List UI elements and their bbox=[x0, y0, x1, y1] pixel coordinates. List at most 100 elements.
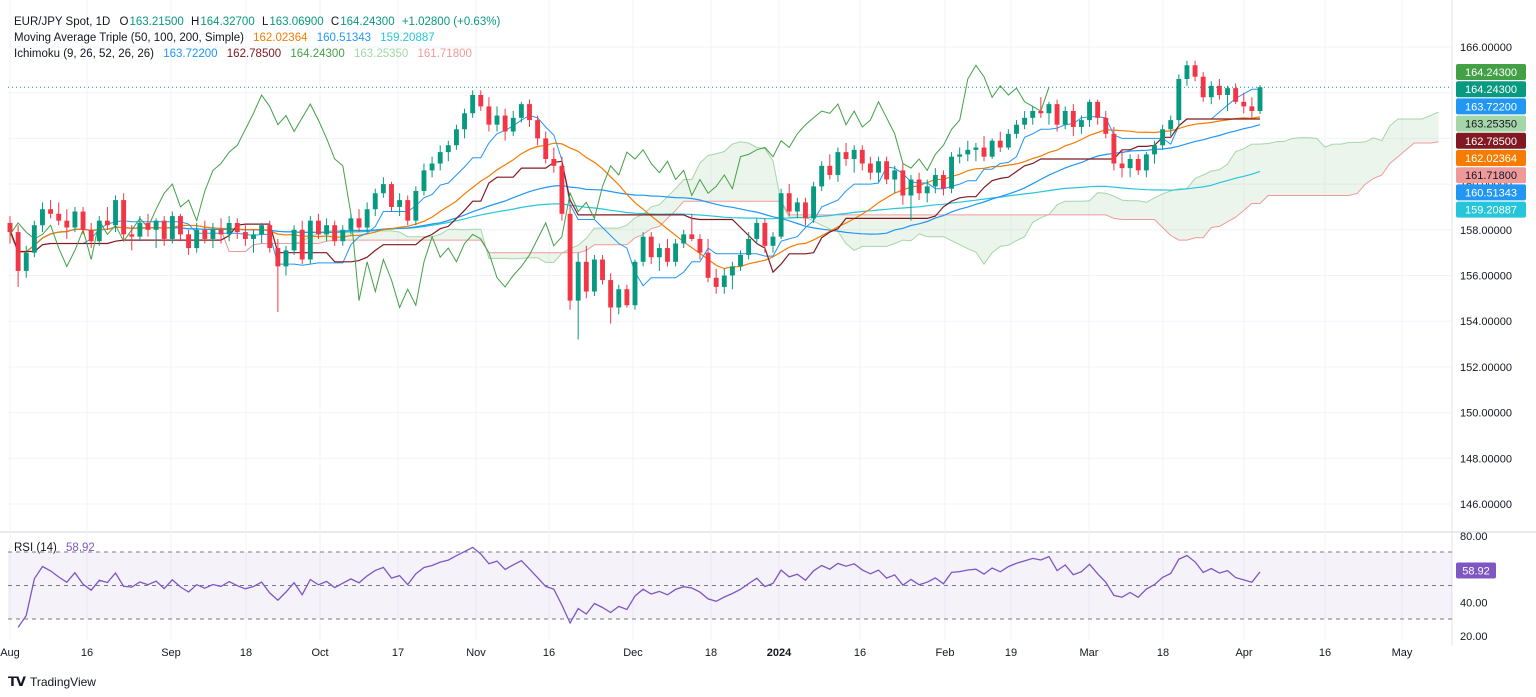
candle-body bbox=[892, 170, 898, 180]
symbol-label: EUR/JPY Spot, 1D bbox=[14, 16, 111, 28]
candle-body bbox=[827, 165, 833, 175]
low-value: 163.06900 bbox=[269, 16, 324, 28]
candle-body bbox=[251, 234, 256, 239]
price-badge-label: 159.20887 bbox=[1465, 205, 1517, 217]
candle-body bbox=[234, 222, 240, 233]
open-value: 163.21500 bbox=[129, 16, 184, 28]
candle-body bbox=[527, 104, 532, 121]
low-label: L bbox=[261, 16, 269, 28]
candle-body bbox=[64, 220, 70, 228]
candle-body bbox=[624, 289, 630, 306]
candle-body bbox=[161, 220, 167, 239]
x-tick-label: 2024 bbox=[767, 647, 792, 659]
candle-body bbox=[218, 229, 224, 235]
ma100-line bbox=[9, 124, 1261, 253]
ma50-line bbox=[9, 116, 1261, 270]
x-tick-label: Aug bbox=[0, 647, 20, 659]
candle-body bbox=[1160, 129, 1166, 146]
candle-body bbox=[413, 190, 419, 221]
candle-body bbox=[121, 200, 127, 235]
candle-body bbox=[1103, 117, 1109, 134]
candle-body bbox=[324, 225, 329, 235]
candle-body bbox=[632, 261, 638, 306]
tradingview-watermark[interactable]: 𝗧𝗩 TradingView bbox=[8, 674, 96, 690]
candle-body bbox=[591, 259, 597, 292]
candle-body bbox=[997, 140, 1003, 148]
candle-body bbox=[226, 222, 232, 235]
candle-body bbox=[673, 243, 679, 262]
tradingview-logo-icon: 𝗧𝗩 bbox=[8, 674, 26, 689]
price-badge-label: 164.24300 bbox=[1465, 67, 1517, 79]
ichimoku-legend: Ichimoku (9, 26, 52, 26, 26) 163.72200 1… bbox=[14, 46, 478, 62]
candle-body bbox=[1087, 101, 1092, 121]
candle-body bbox=[729, 266, 735, 276]
x-tick-label: Feb bbox=[936, 647, 955, 659]
candle-body bbox=[7, 222, 13, 233]
candle-body bbox=[267, 225, 273, 249]
price-badge-label: 160.51343 bbox=[1465, 187, 1517, 199]
candle-body bbox=[1127, 158, 1133, 169]
candle-body bbox=[535, 120, 541, 139]
rsi-line bbox=[17, 546, 1261, 628]
candle-body bbox=[924, 186, 930, 194]
candle-body bbox=[1046, 104, 1052, 114]
candle-body bbox=[762, 222, 768, 246]
candle-body bbox=[364, 209, 370, 228]
x-tick-label: 19 bbox=[1005, 647, 1017, 659]
candle-body bbox=[389, 184, 394, 207]
candle-body bbox=[291, 229, 297, 251]
rsi-tick-label: 20.00 bbox=[1460, 631, 1488, 643]
candle-body bbox=[202, 229, 208, 239]
candle-body bbox=[665, 248, 670, 262]
symbol-legend: EUR/JPY Spot, 1D O163.21500 H164.32700 L… bbox=[14, 14, 506, 30]
candle-body bbox=[145, 222, 151, 230]
candle-body bbox=[819, 165, 825, 187]
y-tick-label: 158.00000 bbox=[1460, 225, 1512, 237]
close-label: C bbox=[330, 16, 340, 28]
candle-body bbox=[405, 200, 411, 221]
candle-body bbox=[900, 170, 906, 196]
candle-body bbox=[48, 209, 54, 214]
candle-body bbox=[259, 225, 265, 235]
candle-body bbox=[380, 184, 386, 194]
candle-body bbox=[372, 193, 378, 210]
candle-body bbox=[648, 236, 654, 258]
candle-body bbox=[1005, 133, 1011, 148]
close-value: 164.24300 bbox=[340, 16, 395, 28]
change-value: +1.02800 (+0.63%) bbox=[401, 16, 501, 28]
candle-body bbox=[478, 94, 484, 107]
candle-body bbox=[113, 200, 118, 226]
candle-body bbox=[169, 216, 175, 239]
candle-body bbox=[470, 94, 476, 114]
candle-body bbox=[104, 220, 110, 226]
candle-body bbox=[1070, 110, 1076, 127]
candle-body bbox=[88, 229, 94, 242]
candle-body bbox=[1062, 110, 1068, 125]
rsi-badge bbox=[1456, 562, 1496, 579]
candle-body bbox=[851, 149, 857, 159]
candle-body bbox=[307, 220, 313, 260]
candle-body bbox=[153, 220, 159, 230]
candle-body bbox=[738, 254, 743, 267]
candle-body bbox=[186, 234, 192, 249]
x-tick-label: Sep bbox=[161, 647, 181, 659]
candle-body bbox=[859, 149, 865, 164]
y-tick-label: 146.00000 bbox=[1460, 499, 1512, 511]
candle-body bbox=[340, 229, 346, 242]
candle-body bbox=[1095, 101, 1101, 118]
price-badge bbox=[1456, 132, 1526, 149]
candle-body bbox=[778, 193, 784, 237]
price-badge-label: 163.72200 bbox=[1465, 101, 1517, 113]
candle-body bbox=[178, 216, 183, 235]
candle-body bbox=[600, 259, 605, 281]
candle-body bbox=[965, 149, 971, 155]
price-badge-label: 161.71800 bbox=[1465, 170, 1517, 182]
candle-body bbox=[1225, 88, 1230, 95]
price-badge bbox=[1456, 167, 1526, 184]
candle-body bbox=[681, 234, 687, 244]
chikou-line bbox=[9, 64, 1050, 309]
y-tick-label: 150.00000 bbox=[1460, 408, 1512, 420]
candle-body bbox=[786, 193, 792, 212]
chikou-value: 164.24300 bbox=[290, 48, 345, 60]
